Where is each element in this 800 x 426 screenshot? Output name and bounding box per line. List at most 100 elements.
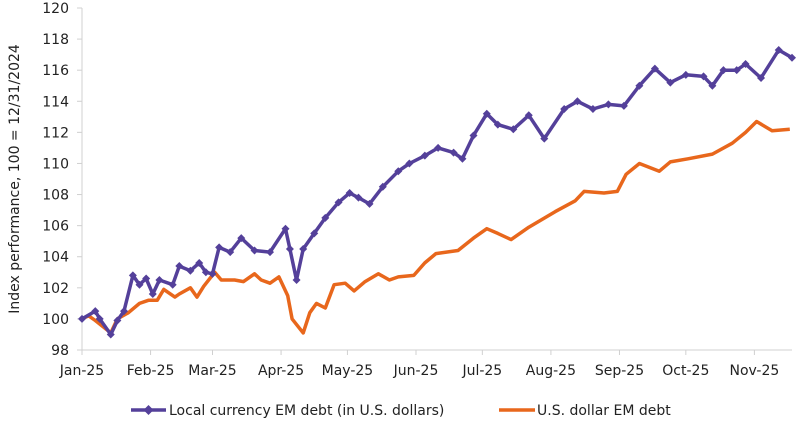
y-tick-label: 98 (51, 343, 69, 359)
data-point (113, 316, 122, 325)
data-point (524, 111, 533, 120)
data-point (281, 224, 290, 233)
data-point (635, 81, 644, 90)
data-point (458, 154, 467, 163)
y-axis: 98 100 102 104 106 108 110 112 114 116 118 120 (42, 1, 83, 359)
data-point (266, 248, 275, 257)
data-point (757, 73, 766, 82)
y-tick-label: 110 (42, 156, 69, 172)
y-tick-label: 114 (42, 94, 69, 110)
data-point (195, 258, 204, 267)
data-point (604, 100, 613, 109)
data-point (741, 59, 750, 68)
data-point (681, 70, 690, 79)
data-point (788, 53, 796, 62)
data-point (237, 234, 246, 243)
series-line (81, 48, 793, 337)
series-group (78, 45, 796, 339)
data-point (394, 167, 403, 176)
x-tick-label: Sep-25 (595, 363, 644, 379)
data-point (405, 159, 414, 168)
data-point (482, 109, 491, 118)
x-axis: Jan-25 Feb-25 Mar-25 Apr-25 May-25 Jun-25 Jul-… (59, 349, 792, 379)
data-point (250, 246, 259, 255)
data-point (155, 276, 164, 285)
x-tick-label: Jan-25 (59, 363, 104, 379)
y-tick-label: 120 (42, 1, 69, 17)
y-tick-label: 102 (42, 281, 69, 297)
data-point (128, 271, 137, 280)
data-point (95, 314, 104, 323)
y-tick-label: 106 (42, 219, 69, 235)
data-point (226, 248, 235, 257)
x-tick-label: Jun-25 (393, 363, 439, 379)
data-point (215, 243, 224, 252)
data-point (120, 307, 129, 316)
data-point (292, 276, 301, 285)
data-point (469, 131, 478, 140)
x-tick-label: Aug-25 (526, 363, 576, 379)
data-point (299, 244, 308, 253)
data-point (588, 105, 597, 114)
x-tick-label: Oct-25 (662, 363, 709, 379)
data-point (699, 72, 708, 81)
data-point (201, 268, 210, 277)
y-tick-label: 112 (42, 125, 69, 141)
y-tick-label: 108 (42, 188, 69, 204)
x-tick-label: Mar-25 (188, 363, 236, 379)
data-point (708, 81, 717, 90)
data-point (365, 199, 374, 208)
data-point (509, 125, 518, 134)
legend-diamond-icon (143, 405, 154, 415)
data-point (142, 274, 151, 283)
legend-item-usd: U.S. dollar EM debt (499, 403, 671, 419)
y-axis-label: Index performance, 100 = 12/31/2024 (7, 44, 23, 314)
y-tick-label: 116 (42, 63, 69, 79)
data-point (354, 193, 363, 202)
data-point (321, 213, 330, 222)
legend-item-local-currency: Local currency EM debt (in U.S. dollars) (131, 403, 444, 419)
series-local-currency (78, 45, 796, 339)
data-point (78, 314, 86, 323)
data-point (732, 66, 741, 75)
data-point (666, 78, 675, 87)
data-point (148, 290, 157, 299)
data-point (774, 45, 783, 54)
legend-label-usd: U.S. dollar EM debt (537, 403, 671, 419)
data-point (175, 262, 184, 271)
data-point (378, 182, 387, 191)
data-point (650, 64, 659, 73)
data-point (619, 101, 628, 110)
series-line (81, 119, 790, 335)
data-point (285, 244, 294, 253)
x-tick-label: Nov-25 (729, 363, 779, 379)
data-point (560, 105, 569, 114)
data-point (540, 134, 549, 143)
x-tick-label: Apr-25 (258, 363, 304, 379)
data-point (186, 266, 195, 275)
data-point (449, 148, 458, 157)
data-point (573, 97, 582, 106)
x-tick-label: Jul-25 (461, 363, 502, 379)
data-point (135, 280, 144, 289)
data-point (91, 307, 100, 316)
data-point (208, 269, 217, 278)
data-point (420, 151, 429, 160)
x-tick-label: Feb-25 (127, 363, 175, 379)
data-point (434, 143, 443, 152)
x-tick-label: May-25 (322, 363, 374, 379)
data-point (345, 188, 354, 197)
data-point (106, 330, 115, 339)
y-tick-label: 104 (42, 250, 69, 266)
data-point (334, 198, 343, 207)
data-point (493, 120, 502, 129)
legend: Local currency EM debt (in U.S. dollars)… (131, 403, 671, 419)
y-tick-label: 118 (42, 32, 69, 48)
legend-label-local-currency: Local currency EM debt (in U.S. dollars) (169, 403, 444, 419)
data-point (168, 280, 177, 289)
y-tick-label: 100 (42, 312, 69, 328)
data-point (310, 229, 319, 238)
series-usd (81, 119, 790, 335)
data-point (719, 66, 728, 75)
